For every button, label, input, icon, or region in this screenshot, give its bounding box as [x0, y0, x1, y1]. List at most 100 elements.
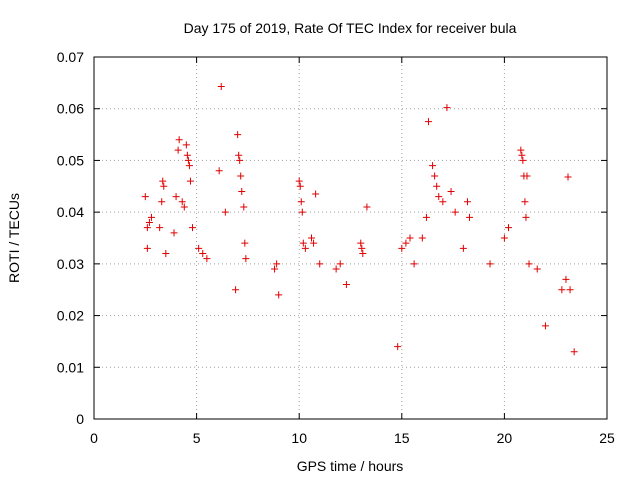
data-point: [424, 118, 432, 126]
data-point: [422, 213, 430, 221]
axis-ticks: 0 5 10 15 20 25 0 0.01 0.02 0.03 0.04 0.05 0.06 0.07: [57, 49, 615, 446]
data-point: [500, 234, 508, 242]
data-point: [275, 291, 283, 299]
data-point: [459, 244, 467, 252]
data-point: [183, 151, 191, 159]
x-tick-label: 0: [90, 430, 98, 446]
data-point: [310, 239, 318, 247]
data-point: [237, 172, 245, 180]
data-point: [402, 239, 410, 247]
data-point: [240, 203, 248, 211]
data-point: [147, 213, 155, 221]
data-point: [195, 244, 203, 252]
y-tick-label: 0.04: [57, 204, 84, 220]
data-point: [451, 208, 459, 216]
data-point: [236, 156, 244, 164]
data-point: [232, 286, 240, 294]
x-tick-label: 15: [394, 430, 410, 446]
data-point: [517, 146, 525, 154]
data-point: [273, 260, 281, 268]
data-point: [336, 260, 344, 268]
data-point: [301, 244, 309, 252]
data-point: [359, 250, 367, 258]
data-point: [184, 156, 192, 164]
data-point: [522, 213, 530, 221]
data-point: [525, 260, 533, 268]
data-point: [172, 193, 180, 201]
y-tick-label: 0.03: [57, 256, 84, 272]
data-point: [505, 224, 513, 232]
data-point: [398, 244, 406, 252]
data-point: [199, 250, 207, 258]
data-point: [271, 265, 279, 273]
data-point: [558, 286, 566, 294]
data-point: [564, 173, 572, 181]
data-point: [541, 322, 549, 330]
data-point: [410, 260, 418, 268]
data-point: [357, 239, 365, 247]
data-point: [406, 234, 414, 242]
data-point: [203, 255, 211, 263]
data-point: [435, 193, 443, 201]
data-point: [159, 177, 167, 185]
data-point: [145, 218, 153, 226]
data-point: [363, 203, 371, 211]
y-tick-label: 0: [76, 411, 84, 427]
data-point: [162, 250, 170, 258]
x-tick-label: 5: [193, 430, 201, 446]
chart-title: Day 175 of 2019, Rate Of TEC Index for r…: [184, 20, 517, 36]
data-point: [143, 224, 151, 232]
data-point: [447, 187, 455, 195]
data-point: [443, 104, 451, 112]
data-point: [316, 260, 324, 268]
y-tick-label: 0.02: [57, 308, 84, 324]
data-point: [299, 239, 307, 247]
data-point: [175, 136, 183, 144]
data-point: [566, 286, 574, 294]
x-tick-label: 10: [291, 430, 307, 446]
data-point: [188, 224, 196, 232]
data-point: [182, 141, 190, 149]
data-point: [296, 182, 304, 190]
y-tick-label: 0.01: [57, 359, 84, 375]
data-point: [486, 260, 494, 268]
data-point: [215, 167, 223, 175]
data-point: [418, 234, 426, 242]
data-point: [143, 244, 151, 252]
data-point: [158, 198, 166, 206]
data-point: [439, 198, 447, 206]
data-point: [180, 203, 188, 211]
x-axis-label: GPS time / hours: [297, 458, 404, 474]
x-tick-label: 20: [497, 430, 513, 446]
data-point: [429, 162, 437, 170]
data-point: [431, 172, 439, 180]
data-point: [178, 198, 186, 206]
y-tick-label: 0.07: [57, 49, 84, 65]
data-point: [342, 281, 350, 289]
data-point: [185, 162, 193, 170]
data-point: [170, 229, 178, 237]
data-point: [312, 190, 320, 198]
data-point: [295, 177, 303, 185]
data-points: [141, 82, 578, 356]
data-point: [394, 343, 402, 351]
data-point: [570, 348, 578, 356]
data-point: [523, 172, 531, 180]
data-point: [235, 151, 243, 159]
data-point: [156, 224, 164, 232]
y-axis-label: ROTI / TECUs: [6, 193, 22, 283]
data-point: [217, 82, 225, 90]
data-point: [518, 151, 526, 159]
data-point: [332, 265, 340, 273]
data-point: [308, 234, 316, 242]
data-point: [519, 156, 527, 164]
data-point: [234, 131, 242, 139]
data-point: [221, 208, 229, 216]
plot-frame: [93, 56, 608, 420]
data-point: [521, 198, 529, 206]
data-point: [241, 239, 249, 247]
data-point: [358, 244, 366, 252]
data-point: [160, 182, 168, 190]
data-point: [141, 193, 149, 201]
